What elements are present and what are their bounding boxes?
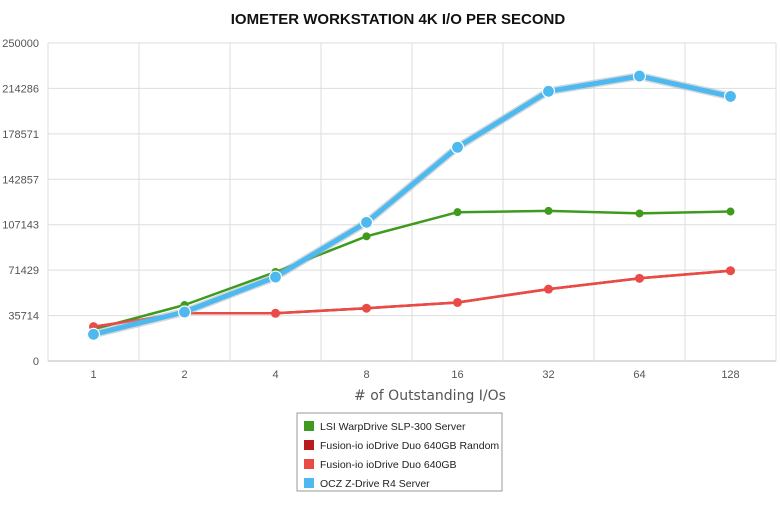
y-tick-label: 0 bbox=[33, 356, 39, 368]
x-tick-label: 32 bbox=[542, 369, 554, 381]
series-group bbox=[86, 69, 738, 341]
y-tick-label: 107143 bbox=[2, 220, 39, 232]
legend-label: Fusion-io ioDrive Duo 640GB Random bbox=[320, 440, 499, 452]
legend-swatch bbox=[304, 459, 314, 469]
data-point bbox=[86, 327, 101, 341]
data-point bbox=[544, 206, 553, 215]
data-point bbox=[723, 89, 738, 104]
data-point bbox=[632, 69, 647, 83]
data-point bbox=[544, 284, 553, 294]
data-point bbox=[450, 140, 465, 154]
data-point bbox=[177, 305, 192, 319]
data-point bbox=[359, 215, 374, 229]
y-tick-label: 35714 bbox=[8, 311, 39, 323]
y-tick-label: 214286 bbox=[2, 83, 39, 95]
data-point bbox=[271, 308, 280, 318]
x-tick-label: 64 bbox=[633, 369, 645, 381]
x-tick-label: 4 bbox=[272, 369, 278, 381]
data-point bbox=[362, 303, 371, 313]
legend: LSI WarpDrive SLP-300 Server Fusion-io io… bbox=[296, 412, 503, 492]
data-point bbox=[635, 273, 644, 283]
legend-swatch bbox=[304, 478, 314, 488]
data-point bbox=[362, 232, 371, 241]
data-point bbox=[726, 266, 735, 276]
grid bbox=[47, 42, 777, 362]
y-tick-label: 250000 bbox=[2, 38, 39, 50]
legend-label: OCZ Z-Drive R4 Server bbox=[320, 478, 430, 490]
legend-box bbox=[296, 412, 503, 492]
x-tick-label: 8 bbox=[363, 369, 369, 381]
data-point bbox=[453, 208, 462, 217]
y-axis-ticks: 0 35714 71429 107143 142857 178571 214286 25000… bbox=[2, 38, 39, 368]
y-tick-label: 71429 bbox=[8, 265, 39, 277]
legend-label: LSI WarpDrive SLP-300 Server bbox=[320, 421, 466, 433]
x-tick-label: 2 bbox=[181, 369, 187, 381]
legend-label: Fusion-io ioDrive Duo 640GB bbox=[320, 459, 457, 471]
series-line bbox=[92, 209, 732, 331]
chart-title: IOMETER WORKSTATION 4K I/O PER SECOND bbox=[231, 11, 566, 28]
data-point bbox=[635, 209, 644, 218]
data-point bbox=[726, 207, 735, 216]
series-3 bbox=[86, 69, 738, 341]
x-axis-ticks: 1 2 4 8 16 32 64 128 bbox=[90, 369, 739, 381]
data-point bbox=[541, 84, 556, 98]
y-tick-label: 142857 bbox=[2, 174, 39, 186]
legend-swatch bbox=[304, 421, 314, 431]
data-point bbox=[268, 270, 283, 284]
y-tick-label: 178571 bbox=[2, 129, 39, 141]
legend-swatch bbox=[304, 440, 314, 450]
data-point bbox=[453, 297, 462, 307]
series-line bbox=[92, 269, 732, 328]
x-tick-label: 128 bbox=[721, 369, 739, 381]
x-tick-label: 16 bbox=[451, 369, 463, 381]
x-axis-label: # of Outstanding I/Os bbox=[354, 388, 506, 404]
series-line bbox=[91, 73, 733, 337]
x-tick-label: 1 bbox=[90, 369, 96, 381]
